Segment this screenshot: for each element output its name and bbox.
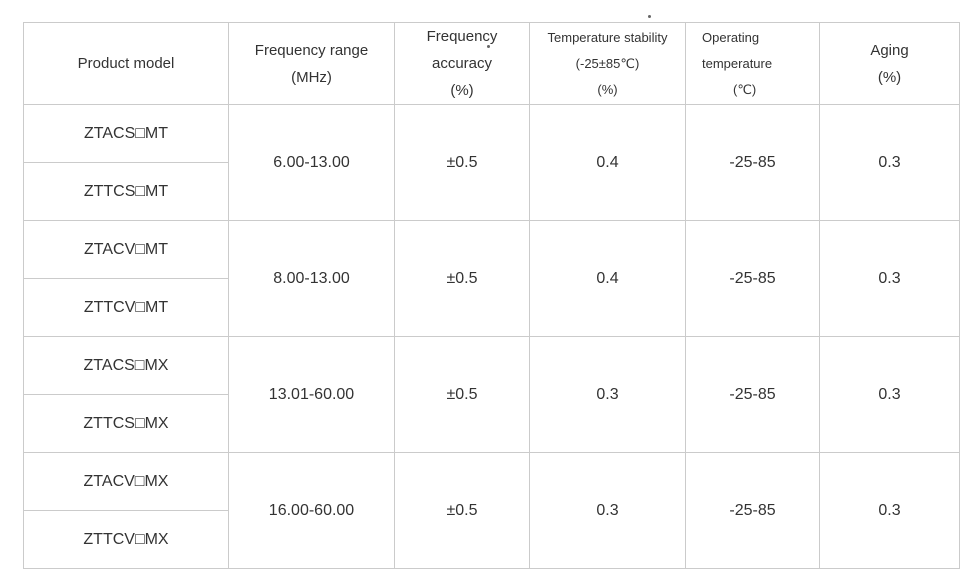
col-header-aging: Aging (%) bbox=[819, 22, 960, 105]
cell-frequency-range: 13.01-60.00 bbox=[228, 336, 395, 453]
cell-product-model: ZTACV□MT bbox=[23, 220, 229, 279]
cell-frequency-accuracy: ±0.5 bbox=[394, 104, 530, 221]
cell-operating-temperature: -25-85 bbox=[685, 220, 820, 337]
cell-product-model: ZTACV□MX bbox=[23, 452, 229, 511]
table-row: ZTACV□MT 8.00-13.00 ±0.5 0.4 -25-85 0.3 bbox=[23, 220, 960, 337]
table-row: ZTTCS□MX bbox=[23, 394, 960, 453]
cell-temperature-stability: 0.4 bbox=[529, 104, 686, 221]
cell-temperature-stability: 0.3 bbox=[529, 452, 686, 569]
cell-aging: 0.3 bbox=[819, 452, 960, 569]
table-row: ZTTCV□MX bbox=[23, 510, 960, 569]
header-line: (℃) bbox=[733, 81, 757, 97]
table-row: ZTTCV□MT bbox=[23, 278, 960, 337]
cell-product-model: ZTTCS□MX bbox=[23, 394, 229, 453]
cell-temperature-stability: 0.3 bbox=[529, 336, 686, 453]
cell-frequency-accuracy: ±0.5 bbox=[394, 220, 530, 337]
cell-product-model: ZTTCV□MX bbox=[23, 510, 229, 569]
header-row: Product model Frequency range (MHz) Freq… bbox=[23, 22, 960, 105]
table-row: ZTACS□MX 13.01-60.00 ±0.5 0.3 -25-85 0.3 bbox=[23, 336, 960, 453]
header-line: Frequency bbox=[426, 28, 498, 45]
col-header-temperature-stability: Temperature stability (-25±85℃) (%) bbox=[529, 22, 686, 105]
header-line: (%) bbox=[877, 68, 902, 86]
stray-dot bbox=[648, 15, 651, 18]
header-line: (%) bbox=[450, 82, 474, 99]
header-line: Frequency range bbox=[254, 41, 369, 59]
header-line: (MHz) bbox=[291, 68, 332, 86]
cell-frequency-range: 8.00-13.00 bbox=[228, 220, 395, 337]
table-row: ZTACV□MX 16.00-60.00 ±0.5 0.3 -25-85 0.3 bbox=[23, 452, 960, 569]
cell-product-model: ZTTCS□MT bbox=[23, 162, 229, 221]
col-header-operating-temperature: Operating temperature (℃) bbox=[685, 22, 820, 105]
table-row: ZTACS□MT 6.00-13.00 ±0.5 0.4 -25-85 0.3 bbox=[23, 104, 960, 221]
cell-frequency-accuracy: ±0.5 bbox=[394, 336, 530, 453]
spec-table: Product model Frequency range (MHz) Freq… bbox=[23, 22, 960, 569]
cell-aging: 0.3 bbox=[819, 336, 960, 453]
cell-frequency-range: 6.00-13.00 bbox=[228, 104, 395, 221]
header-line: Aging bbox=[870, 41, 909, 59]
cell-product-model: ZTTCV□MT bbox=[23, 278, 229, 337]
header-line: accuracy bbox=[431, 55, 493, 72]
cell-temperature-stability: 0.4 bbox=[529, 220, 686, 337]
cell-aging: 0.3 bbox=[819, 104, 960, 221]
header-line: (%) bbox=[597, 81, 618, 97]
header-line: Operating bbox=[702, 29, 760, 45]
cell-product-model: ZTACS□MX bbox=[23, 336, 229, 395]
cell-frequency-accuracy: ±0.5 bbox=[394, 452, 530, 569]
header-line: (-25±85℃) bbox=[575, 55, 640, 71]
cell-product-model: ZTACS□MT bbox=[23, 104, 229, 163]
header-line: Temperature stability bbox=[547, 29, 668, 45]
cell-frequency-range: 16.00-60.00 bbox=[228, 452, 395, 569]
header-line: temperature bbox=[702, 55, 773, 71]
header-line: Product model bbox=[77, 55, 175, 72]
col-header-product-model: Product model bbox=[23, 22, 229, 105]
cell-operating-temperature: -25-85 bbox=[685, 452, 820, 569]
cell-aging: 0.3 bbox=[819, 220, 960, 337]
cell-operating-temperature: -25-85 bbox=[685, 104, 820, 221]
cell-operating-temperature: -25-85 bbox=[685, 336, 820, 453]
table-row: ZTTCS□MT bbox=[23, 162, 960, 221]
col-header-frequency-range: Frequency range (MHz) bbox=[228, 22, 395, 105]
col-header-frequency-accuracy: Frequency accuracy (%) bbox=[394, 22, 530, 105]
